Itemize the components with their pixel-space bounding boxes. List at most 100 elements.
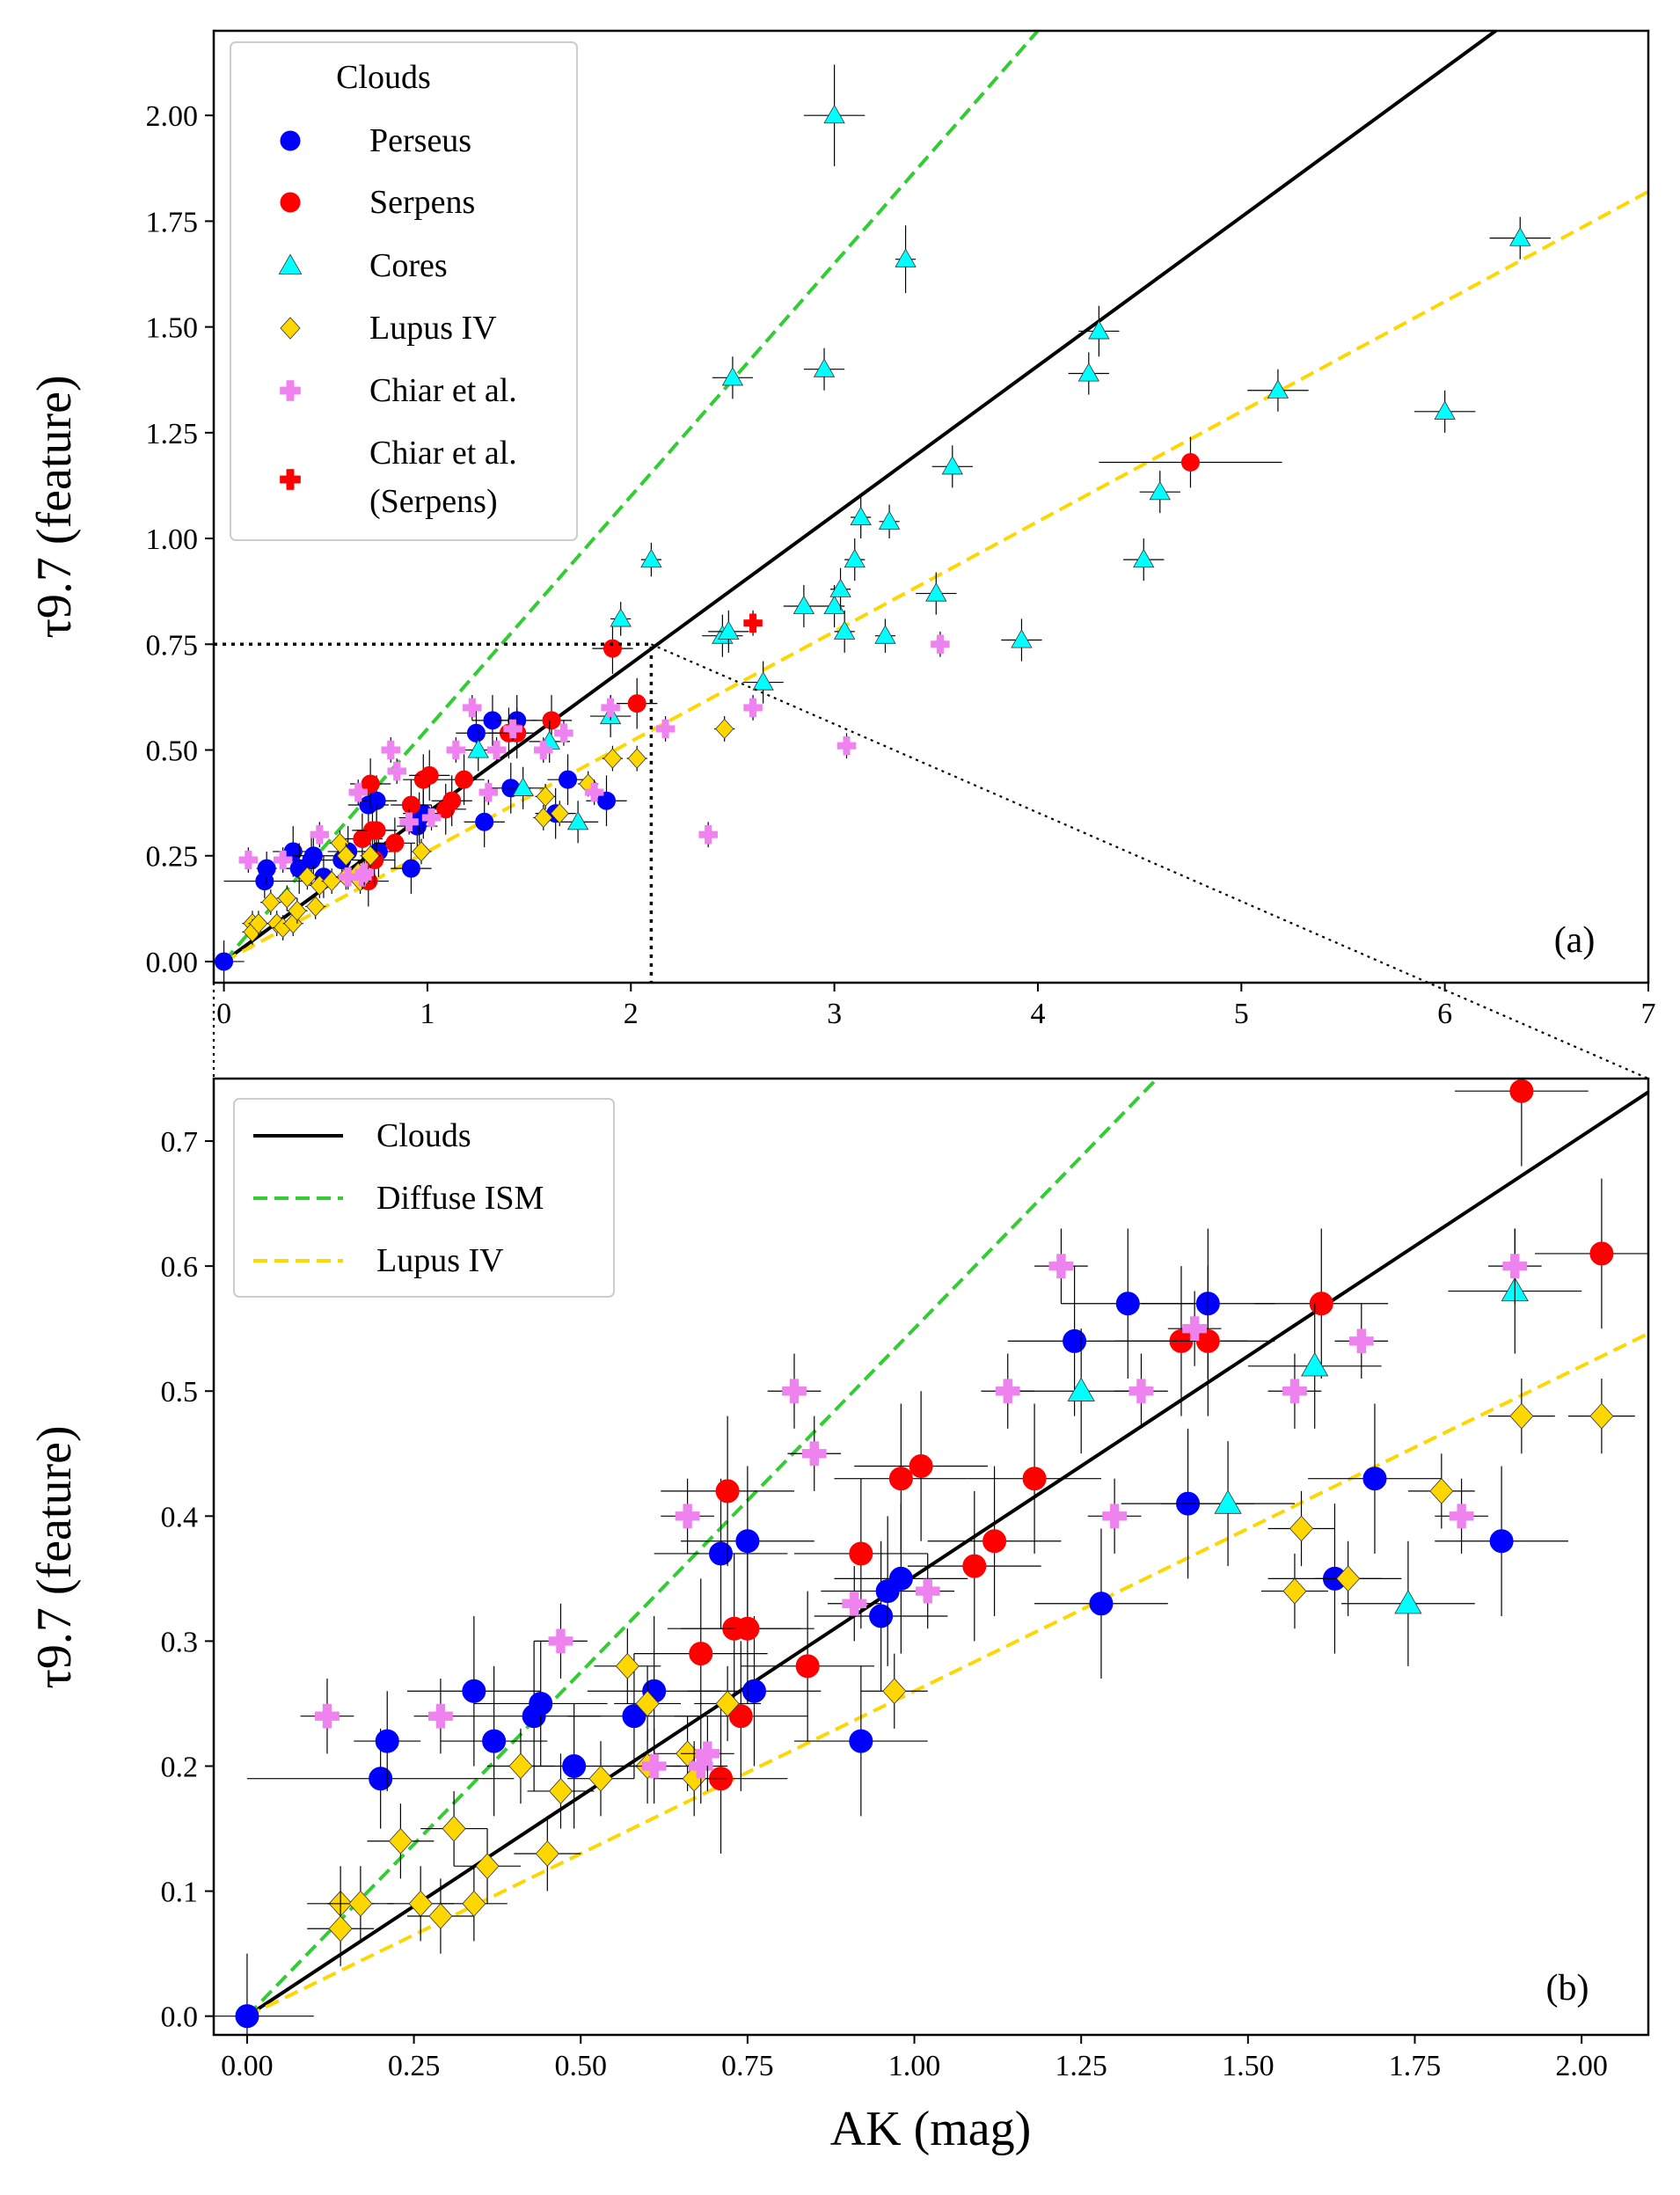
point-lupus-iv <box>328 1915 353 1943</box>
panel-a-xtick-label: 4 <box>1030 998 1045 1030</box>
point-perseus <box>1362 1467 1387 1491</box>
point-lupus-iv <box>1336 1565 1361 1592</box>
point-lupus-iv <box>715 1690 740 1717</box>
panel-b-ytick-label: 0.5 <box>161 1376 199 1408</box>
legend-label-chiar-serpens: Chiar et al. <box>369 435 517 472</box>
point-lupus-iv <box>588 1765 613 1792</box>
point-lupus-iv <box>442 1815 466 1842</box>
point-serpens <box>603 639 622 658</box>
panel-b-ytick-label: 0.2 <box>161 1752 199 1784</box>
point-lupus-iv <box>249 913 268 934</box>
point-cores <box>566 810 589 830</box>
panel-b-legend-box <box>233 1098 615 1298</box>
point-perseus <box>1089 1591 1114 1616</box>
point-chiar-et-al <box>534 740 553 760</box>
point-lupus-iv <box>550 803 569 824</box>
point-chiar-et-al <box>338 867 358 887</box>
point-cores <box>1149 480 1171 501</box>
point-perseus <box>482 1729 507 1753</box>
point-serpens <box>455 770 474 789</box>
point-chiar-et-al <box>478 782 499 802</box>
panel-a-xtick-label: 3 <box>827 998 842 1030</box>
point-chiar-et-al <box>486 740 507 760</box>
point-chiar-et-al <box>381 740 401 760</box>
point-perseus <box>401 859 420 878</box>
point-serpens <box>1309 1291 1333 1316</box>
panel-b-label: (b) <box>1546 1968 1589 2008</box>
point-serpens <box>442 791 462 810</box>
point-chiar-et-al <box>743 698 763 718</box>
point-cores <box>467 739 489 758</box>
point-perseus <box>849 1729 873 1753</box>
point-lupus-iv <box>882 1678 907 1705</box>
point-lupus-iv <box>261 892 281 913</box>
point-serpens <box>962 1554 987 1578</box>
legend-marker-perseus <box>280 130 301 151</box>
panel-b-xtick-label: 0.25 <box>388 2050 441 2082</box>
point-cores <box>512 777 534 796</box>
point-chiar-et-al-serpens <box>743 613 763 633</box>
legend-marker-chiar_serpens <box>280 469 301 490</box>
legend-label-chiar-serpens-2: (Serpens) <box>369 483 498 520</box>
legend-label-cores: Cores <box>369 247 448 284</box>
point-serpens <box>1195 1328 1220 1353</box>
zoom-connectors <box>212 643 1649 1080</box>
panel-a-ytick-label: 2.00 <box>146 100 199 133</box>
point-chiar-et-al <box>399 812 419 832</box>
point-chiar-et-al <box>641 1753 667 1779</box>
point-serpens <box>1509 1079 1534 1103</box>
point-cores <box>1434 400 1456 420</box>
point-lupus-iv <box>603 748 622 769</box>
point-perseus <box>622 1704 646 1729</box>
point-serpens <box>401 795 420 815</box>
point-perseus <box>529 1691 553 1716</box>
point-cores <box>1301 1352 1329 1377</box>
point-perseus <box>1063 1328 1087 1353</box>
legend-marker-cores <box>278 253 303 274</box>
point-serpens <box>982 1529 1007 1554</box>
point-cores <box>752 671 774 691</box>
point-cores <box>823 104 845 124</box>
point-chiar-et-al <box>1348 1328 1374 1354</box>
point-chiar-et-al <box>554 723 573 743</box>
panel-a-xtick-label: 2 <box>624 998 639 1030</box>
point-perseus <box>735 1529 760 1554</box>
point-chiar-et-al <box>273 850 293 870</box>
panel-a-ticks: 0 1 2 3 4 5 6 7 0.00 0.25 0.50 0.75 1.00 1.25 1.50 1.75… <box>146 100 1656 1030</box>
panel-a-frame <box>212 29 1650 984</box>
point-lupus-iv <box>1429 1478 1454 1504</box>
zoom-region-outline <box>214 642 654 983</box>
point-lupus-iv <box>348 1890 373 1917</box>
panel-a-legend-box <box>230 41 578 541</box>
point-lupus-iv <box>534 807 553 829</box>
panel-a-ytick-label: 0.75 <box>146 629 199 662</box>
point-chiar-et-al <box>1102 1504 1128 1529</box>
point-perseus <box>475 812 494 831</box>
point-lupus-iv <box>277 888 296 909</box>
point-perseus <box>369 1767 393 1791</box>
panel-a-xtick-label: 6 <box>1437 998 1452 1030</box>
point-chiar-et-al <box>836 735 857 756</box>
fit-line-diffuse-ism <box>223 31 1041 963</box>
point-chiar-et-al <box>698 824 718 845</box>
point-cores <box>878 510 901 530</box>
point-lupus-iv <box>412 841 431 862</box>
point-cores <box>850 506 872 526</box>
point-chiar-et-al <box>548 1628 573 1654</box>
panel-b-xlabel: AK (mag) <box>830 2102 1032 2156</box>
panel-a-ytick-label: 0.50 <box>146 735 199 768</box>
point-lupus-iv <box>548 1778 573 1804</box>
point-chiar-et-al <box>915 1578 940 1604</box>
point-chiar-et-al <box>446 740 466 760</box>
point-serpens <box>1022 1467 1047 1491</box>
panel-a-legend: Clouds Perseus Serpens Cores Lupus IV Ch… <box>230 41 578 541</box>
panel-b-xtick-label: 1.25 <box>1055 2050 1107 2082</box>
fit-line-diffuse-ism <box>245 1079 1160 2018</box>
legend-label-lupus: Lupus IV <box>369 310 497 347</box>
point-chiar-et-al <box>1282 1379 1307 1404</box>
point-cores <box>793 595 815 615</box>
point-lupus-iv <box>462 1890 486 1917</box>
point-cores <box>874 625 896 644</box>
point-cores <box>1011 629 1033 648</box>
